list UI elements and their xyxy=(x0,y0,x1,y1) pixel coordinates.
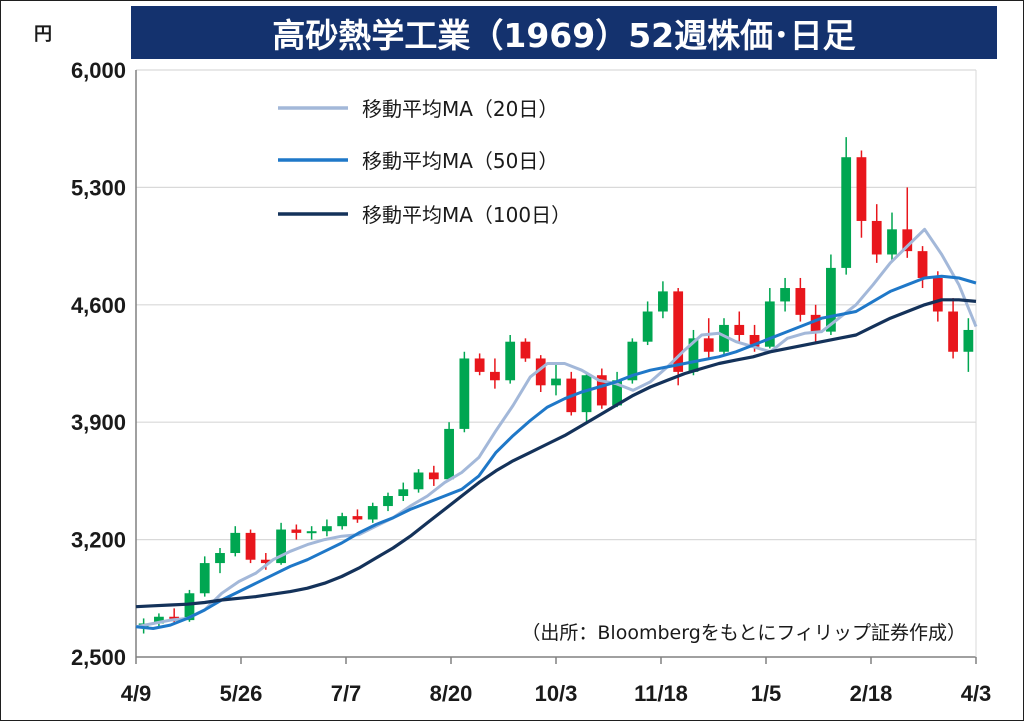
x-tick-label: 1/5 xyxy=(751,681,782,706)
candle-body xyxy=(428,472,439,480)
ma100-line xyxy=(135,298,977,609)
legend-label: 移動平均MA（100日） xyxy=(362,203,571,227)
candle-body xyxy=(719,324,729,352)
candle-body xyxy=(459,358,470,429)
candle-body xyxy=(291,529,302,533)
candle-body xyxy=(826,267,836,332)
chart-title-bar: 高砂熱学工業（1969）52週株価･日足 xyxy=(131,6,997,59)
candle-body xyxy=(948,311,958,352)
candle-body xyxy=(337,516,348,527)
candle-body xyxy=(932,277,943,312)
candle-body xyxy=(551,378,561,386)
candle-body xyxy=(215,553,225,564)
candle-body xyxy=(795,288,806,315)
x-tick-label: 2/18 xyxy=(850,681,893,706)
candle-body xyxy=(658,291,668,312)
candle-body xyxy=(902,229,913,252)
y-tick-label: 3,200 xyxy=(71,528,126,553)
candle-body xyxy=(703,338,714,352)
x-tick-label: 5/26 xyxy=(220,681,263,706)
candle-body xyxy=(673,291,684,372)
candle-body xyxy=(245,532,256,560)
candle-body xyxy=(184,593,195,621)
candle-body xyxy=(230,532,241,554)
source-note: （出所：Bloombergをもとにフィリップ証券作成） xyxy=(521,622,966,644)
candle-body xyxy=(810,314,821,332)
legend-label: 移動平均MA（20日） xyxy=(362,97,558,121)
candle-body xyxy=(780,288,790,302)
candle-body xyxy=(963,329,974,352)
candle-body xyxy=(413,472,424,490)
candle-body xyxy=(535,358,546,386)
candle-body xyxy=(276,529,286,564)
y-axis-unit-label: 円 xyxy=(34,24,52,45)
candle-body xyxy=(322,526,332,532)
candle-body xyxy=(596,375,607,406)
y-tick-label: 4,600 xyxy=(71,293,126,318)
candle-body xyxy=(749,334,760,347)
y-tick-label: 6,000 xyxy=(71,58,126,83)
candle-body xyxy=(856,157,867,221)
candle-body xyxy=(490,371,500,381)
candle-body xyxy=(887,229,897,255)
candle-body xyxy=(367,506,378,520)
candle-body xyxy=(841,157,852,268)
candle-body xyxy=(612,380,622,406)
candle-body xyxy=(474,358,485,372)
x-tick-label: 4/3 xyxy=(961,681,992,706)
candle-body xyxy=(505,341,516,381)
candle-body xyxy=(199,563,210,594)
candle-body xyxy=(352,516,363,520)
candle-body xyxy=(917,251,928,278)
candle-body xyxy=(306,531,317,534)
candle-body xyxy=(520,341,531,359)
candle-body xyxy=(398,489,409,496)
candle-body xyxy=(444,428,454,480)
ma50-line xyxy=(135,274,977,630)
ma20-line xyxy=(135,227,978,629)
y-tick-label: 3,900 xyxy=(71,410,126,435)
legend-label: 移動平均MA（50日） xyxy=(362,149,558,173)
x-tick-label: 11/18 xyxy=(634,681,688,706)
x-tick-label: 10/3 xyxy=(535,681,578,706)
chart-title: 高砂熱学工業（1969）52週株価･日足 xyxy=(272,15,856,55)
x-tick-label: 4/9 xyxy=(121,681,152,706)
candle-body xyxy=(871,220,882,255)
candle-body xyxy=(734,324,745,335)
candle-body xyxy=(642,311,653,342)
y-tick-label: 2,500 xyxy=(71,645,126,670)
x-tick-label: 7/7 xyxy=(331,681,362,706)
x-tick-label: 8/20 xyxy=(430,681,473,706)
candle-body xyxy=(627,341,638,381)
candle-body xyxy=(688,338,699,372)
candle-body xyxy=(260,559,271,564)
candle-body xyxy=(383,495,393,507)
y-tick-label: 5,300 xyxy=(71,175,126,200)
candle-body xyxy=(764,301,775,347)
candle-body xyxy=(154,616,164,624)
candle-body xyxy=(581,375,592,413)
